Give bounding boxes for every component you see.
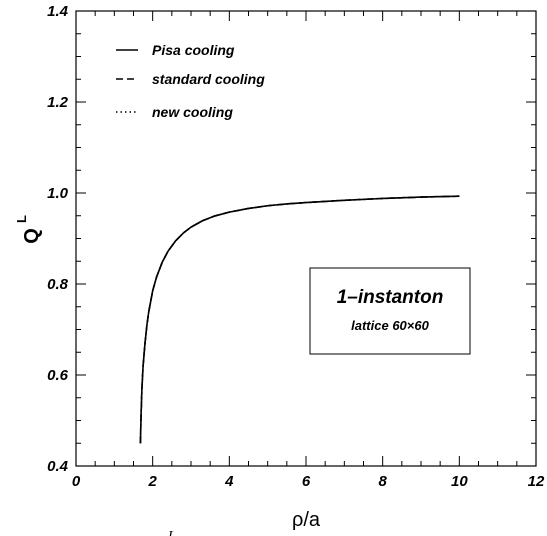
legend: Pisa cooling standard cooling new coolin…: [116, 42, 265, 120]
x-tick-label: 0: [72, 473, 81, 490]
x-tick-label: 2: [147, 473, 157, 490]
y-tick-label: 0.4: [47, 458, 69, 475]
annotation-frame: [309, 267, 471, 355]
x-tick-label: 6: [302, 473, 311, 490]
annotation-box: 1–instanton lattice 60×60: [309, 267, 471, 355]
annotation-subtitle: lattice 60×60: [351, 318, 429, 333]
x-tick-label: 8: [378, 473, 387, 490]
annotation-title: 1–instanton: [337, 287, 444, 308]
legend-label-standard: standard cooling: [152, 71, 265, 87]
plot-frame: [75, 10, 537, 467]
x-tick-label: 12: [528, 473, 545, 490]
y-tick-label: 1.2: [47, 94, 69, 111]
x-axis-title: ρ/a: [292, 509, 321, 531]
y-tick-labels: 0.4 0.6 0.8 1.0 1.2 1.4: [47, 3, 69, 475]
y-axis-title-superscript: L: [14, 215, 29, 223]
legend-label-pisa: Pisa cooling: [152, 42, 235, 58]
y-tick-label: 0.6: [47, 367, 69, 384]
x-tick-label: 4: [224, 473, 234, 490]
y-axis-title-main: Q: [21, 228, 43, 244]
y-tick-label: 0.8: [47, 276, 69, 293]
series-layer: [139, 195, 460, 444]
axis-ticks: [75, 10, 537, 467]
y-tick-label: 1.0: [47, 185, 69, 202]
caption-fragment: L: [167, 529, 176, 536]
x-tick-label: 10: [451, 473, 468, 490]
legend-label-new: new cooling: [152, 104, 233, 120]
y-axis-title: Q L: [14, 215, 43, 244]
y-tick-label: 1.4: [47, 3, 69, 20]
series-line-2: [139, 195, 460, 444]
x-tick-labels: 0 2 4 6 8 10 12: [72, 473, 545, 490]
